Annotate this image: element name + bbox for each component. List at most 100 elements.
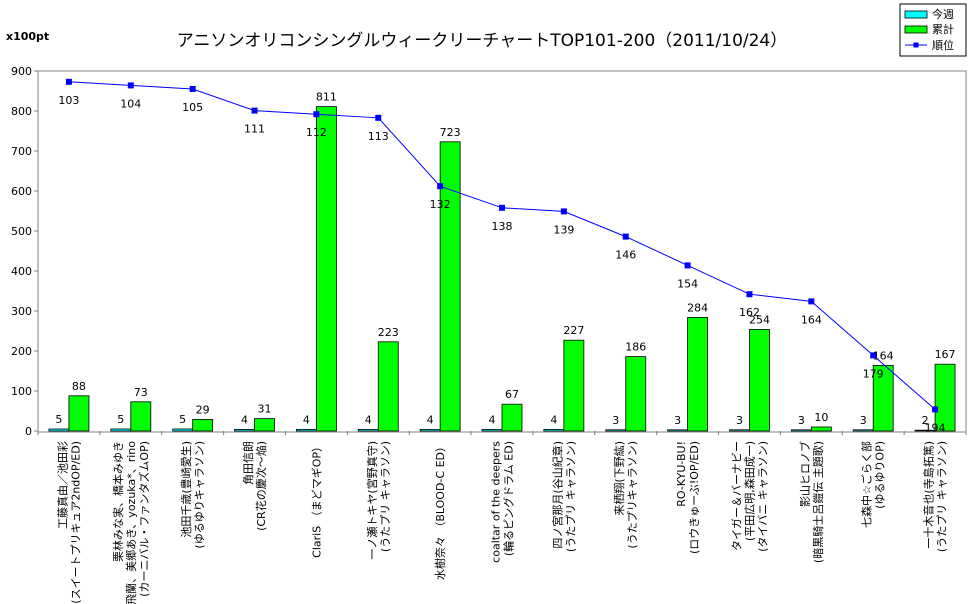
y-tick-label: 300 bbox=[11, 305, 32, 318]
category-label-line: (カーニバル・ファンタズムOP) bbox=[137, 441, 151, 597]
data-label-total: 67 bbox=[505, 388, 519, 401]
data-label-this-week: 4 bbox=[303, 413, 310, 426]
bar-this-week bbox=[110, 428, 132, 432]
rank-label: 138 bbox=[492, 220, 513, 233]
category-label: タイガー＆バーナビー (平田広明,森田成一) (タイバニ キャラソン) bbox=[730, 441, 769, 552]
bar-this-week bbox=[48, 428, 70, 432]
data-label-total: 223 bbox=[378, 326, 399, 339]
category-label-line: 工藤真由／池田彩 bbox=[55, 441, 69, 529]
category-label-line: (うたプリキャラソン) bbox=[626, 441, 639, 549]
rank-label: 113 bbox=[368, 130, 389, 143]
data-label-this-week: 3 bbox=[860, 414, 867, 427]
rank-label: 154 bbox=[677, 277, 698, 290]
y-tick-label: 100 bbox=[11, 385, 32, 398]
bar-total bbox=[687, 316, 708, 432]
category-label: 栗林みな実、橋本みゆき 飛蘭、美郷あき、yozuka*、rino (カーニバル・ファ… bbox=[111, 441, 151, 604]
rank-marker bbox=[622, 233, 629, 240]
bar-total bbox=[934, 363, 956, 432]
bar-total bbox=[377, 341, 399, 432]
legend-label-total: 累計 bbox=[932, 22, 954, 36]
category-label-line: 四ノ宮那月(谷山紀章) bbox=[550, 441, 564, 549]
bar-total bbox=[68, 395, 90, 432]
category-label: ClariS （まどマギOP） bbox=[310, 441, 323, 558]
category-label-line: 飛蘭、美郷あき、yozuka*、rino bbox=[124, 441, 138, 604]
rank-marker bbox=[65, 78, 72, 85]
category-label-line: (暗黒騎士呂鎧伝 主題歌) bbox=[811, 441, 825, 563]
chart-title: アニソンオリコンシングルウィークリーチャートTOP101-200（2011/10… bbox=[177, 31, 788, 51]
bars: 5 88 5 73 5 29 4 31 4 811 4 223 4 723 4 67 4 227 3 186 3 284 3… bbox=[48, 91, 956, 432]
category-label: 来栖翔(下野紘) (うたプリキャラソン) bbox=[612, 441, 639, 549]
legend-swatch-total bbox=[904, 25, 928, 34]
rank-marker bbox=[251, 107, 258, 114]
rank-label: 104 bbox=[120, 97, 141, 110]
category-label-line: coaltar of the deepers bbox=[490, 441, 503, 563]
bar-total bbox=[315, 106, 337, 432]
bar-this-week bbox=[543, 428, 565, 432]
category-label-line: 池田千歳(豊崎愛生) bbox=[179, 441, 193, 538]
data-label-this-week: 3 bbox=[736, 414, 743, 427]
rank-label: 162 bbox=[739, 306, 760, 319]
data-label-total: 88 bbox=[72, 380, 86, 393]
category-label: 一十木音也(寺島拓篤) (うたプリ キャラソン) bbox=[922, 441, 949, 552]
y-tick-label: 700 bbox=[11, 145, 32, 158]
bar-this-week bbox=[295, 428, 317, 432]
data-label-total: 167 bbox=[935, 348, 956, 361]
y-tick-label: 800 bbox=[11, 105, 32, 118]
category-label-line: 影山ヒロノブ bbox=[798, 441, 812, 507]
category-label: 水樹奈々 （BLOOD-C ED） bbox=[433, 441, 447, 580]
data-label-this-week: 3 bbox=[612, 414, 619, 427]
bar-this-week bbox=[419, 428, 441, 432]
data-label-this-week: 5 bbox=[179, 413, 186, 426]
legend-label-this-week: 今週 bbox=[932, 7, 954, 21]
rank-label: 103 bbox=[58, 94, 79, 107]
category-label: 一ノ瀬トキヤ(宮野真守) (うたプリ キャラソン) bbox=[365, 441, 392, 560]
bar-total bbox=[130, 401, 152, 432]
bar-total bbox=[439, 141, 461, 432]
y-tick-label: 400 bbox=[11, 265, 32, 278]
data-label-total: 29 bbox=[196, 403, 210, 416]
category-label-line: (ロウきゅーぶ!OP/ED) bbox=[688, 441, 701, 554]
bar-total bbox=[872, 364, 894, 432]
y-tick-label: 200 bbox=[11, 345, 32, 358]
rank-label: 194 bbox=[925, 421, 946, 434]
bar-total bbox=[749, 328, 770, 432]
data-label-total: 186 bbox=[625, 341, 646, 354]
category-label: 四ノ宮那月(谷山紀章) (うたプリ キャラソン) bbox=[550, 441, 577, 552]
category-label: coaltar of the deepers (輪るピングドラム ED) bbox=[490, 441, 516, 563]
y-axis: 0 100 200 300 400 500 600 700 800 900 bbox=[11, 65, 967, 438]
data-label-total: 723 bbox=[440, 126, 461, 139]
category-label-line: 一十木音也(寺島拓篤) bbox=[922, 441, 936, 549]
bar-this-week bbox=[729, 429, 750, 432]
data-label-this-week: 3 bbox=[674, 414, 681, 427]
rank-label: 132 bbox=[430, 198, 451, 211]
legend: 今週 累計 順位 bbox=[899, 3, 967, 57]
legend-marker-rank bbox=[913, 42, 919, 48]
category-label-line: (うたプリ キャラソン) bbox=[379, 441, 392, 552]
category-label: 池田千歳(豊崎愛生) (ゆるゆりキャラソン) bbox=[179, 441, 206, 549]
bar-this-week bbox=[605, 429, 627, 432]
category-label-line: (ゆるゆりキャラソン) bbox=[193, 441, 206, 549]
category-label-line: 来栖翔(下野紘) bbox=[612, 441, 626, 516]
category-label-line: 一ノ瀬トキヤ(宮野真守) bbox=[365, 441, 379, 560]
rank-label: 112 bbox=[306, 126, 327, 139]
rank-marker bbox=[746, 291, 753, 298]
rank-label: 179 bbox=[863, 367, 884, 380]
data-label-this-week: 5 bbox=[117, 413, 124, 426]
bar-total bbox=[563, 339, 585, 432]
rank-label: 139 bbox=[553, 223, 574, 236]
rank-marker bbox=[870, 352, 877, 359]
bar-this-week bbox=[667, 429, 688, 432]
rank-marker bbox=[684, 262, 691, 269]
data-label-this-week: 2 bbox=[922, 414, 929, 427]
category-label: 七森中☆ごらく部 (ゆるゆりOP) bbox=[860, 441, 887, 528]
category-labels: 工藤真由／池田彩 (スイートプリキュア2ndOP/ED) 栗林みな実、橋本みゆき 飛蘭… bbox=[55, 441, 948, 604]
bar-this-week bbox=[234, 428, 255, 432]
category-label-line: (うたプリ キャラソン) bbox=[564, 441, 577, 552]
data-label-total: 73 bbox=[134, 386, 148, 399]
rank-marker bbox=[499, 204, 505, 211]
data-label-this-week: 4 bbox=[241, 413, 248, 426]
rank-marker bbox=[313, 111, 320, 118]
rank-marker bbox=[808, 298, 815, 305]
y-tick-label: 0 bbox=[25, 425, 32, 438]
